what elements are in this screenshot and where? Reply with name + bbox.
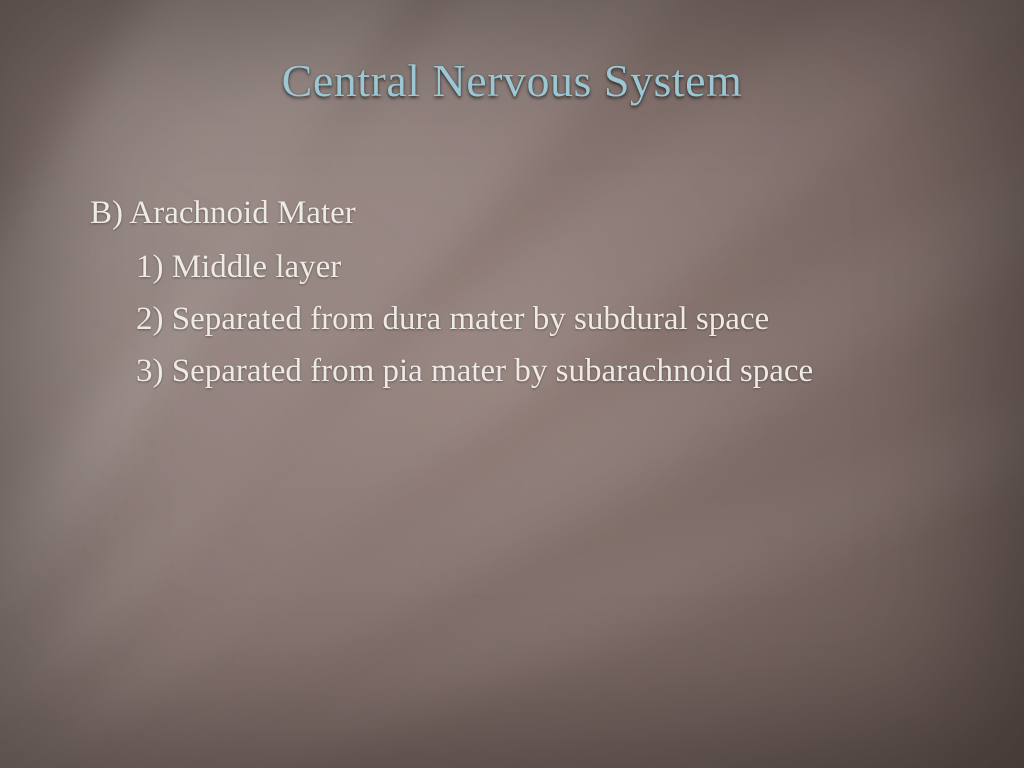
presentation-slide: Central Nervous System B) Arachnoid Mate… <box>0 0 1024 768</box>
list-item: 3) Separated from pia mater by subarachn… <box>120 348 904 396</box>
section-heading: B) Arachnoid Mater <box>90 190 904 238</box>
list-item: 2) Separated from dura mater by subdural… <box>120 296 904 344</box>
slide-body: B) Arachnoid Mater 1) Middle layer 2) Se… <box>90 190 904 399</box>
slide-title: Central Nervous System <box>0 54 1024 107</box>
list-item: 1) Middle layer <box>120 244 904 292</box>
